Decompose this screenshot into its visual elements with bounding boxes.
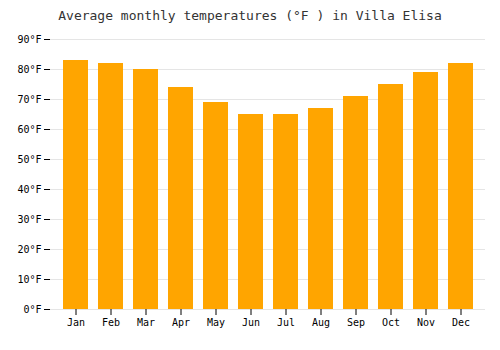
svg-text:Jun: Jun <box>242 317 260 328</box>
svg-text:80°F: 80°F <box>17 64 41 75</box>
svg-text:50°F: 50°F <box>17 154 41 165</box>
svg-text:Feb: Feb <box>102 317 120 328</box>
svg-text:Apr: Apr <box>172 317 190 328</box>
svg-text:May: May <box>207 317 225 328</box>
svg-text:40°F: 40°F <box>17 184 41 195</box>
svg-text:90°F: 90°F <box>17 34 41 45</box>
html-text:Average monthly temperatures (: Average monthly temperatures (°F ) in Vi… <box>58 8 442 23</box>
svg-text:10°F: 10°F <box>17 274 41 285</box>
svg-text:30°F: 30°F <box>17 214 41 225</box>
svg-text:Nov: Nov <box>417 317 435 328</box>
svg-text:20°F: 20°F <box>17 244 41 255</box>
svg-text:Oct: Oct <box>382 317 400 328</box>
svg-text:60°F: 60°F <box>17 124 41 135</box>
svg-text:Aug: Aug <box>312 317 330 328</box>
svg-text:70°F: 70°F <box>17 94 41 105</box>
svg-text:Mar: Mar <box>137 317 155 328</box>
svg-text:Dec: Dec <box>452 317 470 328</box>
svg-text:Jan: Jan <box>67 317 85 328</box>
svg-text:Jul: Jul <box>277 317 295 328</box>
svg-text:0°F: 0°F <box>23 304 41 315</box>
svg-text:Sep: Sep <box>347 317 365 328</box>
